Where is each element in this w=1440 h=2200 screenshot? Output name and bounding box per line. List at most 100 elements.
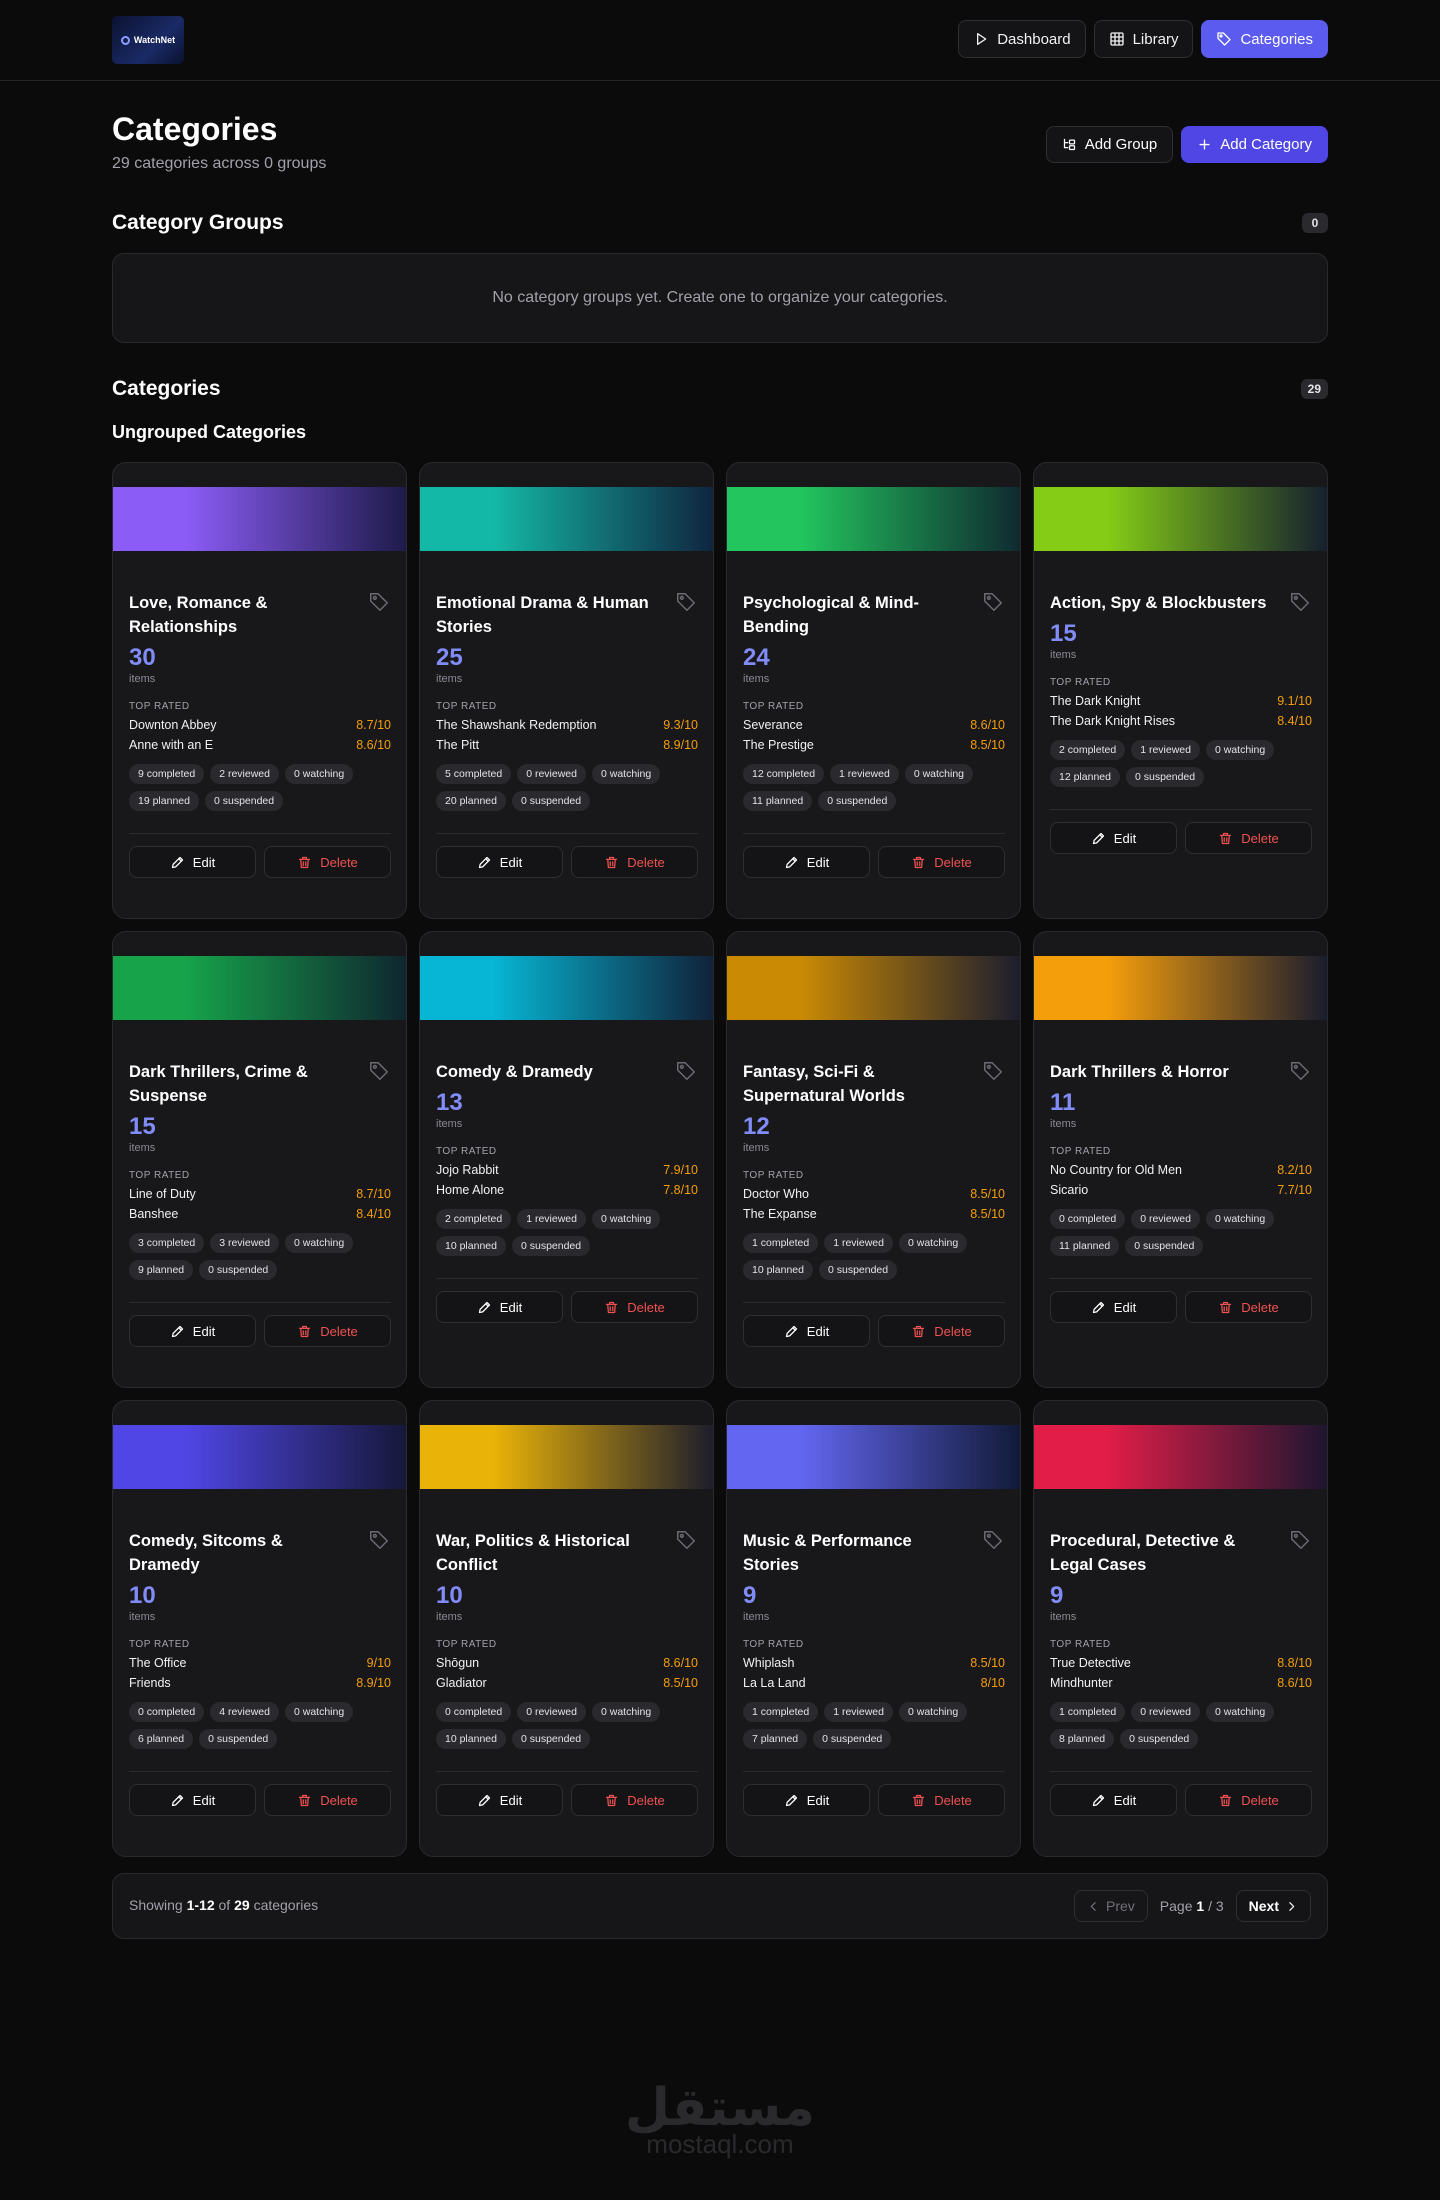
top-rated-row[interactable]: Banshee 8.4/10 <box>129 1207 391 1221</box>
category-groups-header: Category Groups 0 <box>112 211 1328 237</box>
top-rated-row[interactable]: True Detective 8.8/10 <box>1050 1656 1312 1670</box>
edit-category-button[interactable]: Edit <box>129 1315 256 1347</box>
category-item-count: 12 <box>743 1113 770 1140</box>
add-group-button[interactable]: Add Group <box>1045 126 1174 163</box>
top-rated-row[interactable]: The Office 9/10 <box>129 1656 391 1670</box>
edit-label: Edit <box>192 1792 216 1808</box>
status-badge: 0 suspended <box>813 1729 892 1749</box>
top-rated-row[interactable]: Line of Duty 8.7/10 <box>129 1187 391 1201</box>
add-group-label: Add Group <box>1084 136 1158 153</box>
top-rated-row[interactable]: Anne with an E 8.6/10 <box>129 738 391 752</box>
category-card-actions: Edit Delete <box>743 1302 1005 1347</box>
status-badge: 11 planned <box>743 791 813 811</box>
category-tag-icon <box>368 1060 390 1082</box>
next-page-button[interactable]: Next <box>1235 1890 1311 1922</box>
tag-icon <box>984 1062 1002 1080</box>
top-rated-row[interactable]: The Dark Knight 9.1/10 <box>1050 694 1312 708</box>
delete-category-button[interactable]: Delete <box>264 1315 391 1347</box>
nav-library-button[interactable]: Library <box>1093 20 1194 58</box>
top-rated-row[interactable]: Friends 8.9/10 <box>129 1676 391 1690</box>
top-rated-row[interactable]: Sicario 7.7/10 <box>1050 1183 1312 1197</box>
top-rated-row[interactable]: Downton Abbey 8.7/10 <box>129 718 391 732</box>
top-rated-rating: 9.3/10 <box>663 718 698 732</box>
top-rated-row[interactable]: No Country for Old Men 8.2/10 <box>1050 1163 1312 1177</box>
delete-category-button[interactable]: Delete <box>1185 1784 1312 1816</box>
edit-category-button[interactable]: Edit <box>129 846 256 878</box>
top-rated-row[interactable]: Mindhunter 8.6/10 <box>1050 1676 1312 1690</box>
edit-category-button[interactable]: Edit <box>1050 1291 1177 1323</box>
add-category-button[interactable]: Add Category <box>1181 126 1328 163</box>
edit-category-button[interactable]: Edit <box>436 1291 563 1323</box>
delete-category-button[interactable]: Delete <box>878 1784 1005 1816</box>
top-rated-label: TOP RATED <box>129 1639 190 1650</box>
watermark: مستقل mostaql.com <box>0 2080 1440 2158</box>
top-rated-title: The Pitt <box>436 738 480 752</box>
category-tag-icon <box>368 591 390 613</box>
top-rated-row[interactable]: The Shawshank Redemption 9.3/10 <box>436 718 698 732</box>
main-nav: Dashboard Library Categories <box>958 20 1328 58</box>
delete-category-button[interactable]: Delete <box>1185 1291 1312 1323</box>
edit-category-button[interactable]: Edit <box>1050 1784 1177 1816</box>
top-rated-label: TOP RATED <box>743 701 804 712</box>
items-label: items <box>436 673 463 685</box>
nav-categories-button[interactable]: Categories <box>1201 20 1328 58</box>
delete-category-button[interactable]: Delete <box>878 846 1005 878</box>
categories-header: Categories 29 <box>112 377 1328 403</box>
page-subtitle: 29 categories across 0 groups <box>112 155 327 172</box>
trash-icon <box>1220 1794 1232 1806</box>
delete-label: Delete <box>1241 830 1279 846</box>
edit-category-button[interactable]: Edit <box>1050 822 1177 854</box>
status-badges: 2 completed 1 reviewed 0 watching 12 planne… <box>1050 740 1312 787</box>
category-card-body: Psychological & Mind-Bending 24 items TOP R… <box>743 591 1005 878</box>
top-rated-rating: 8.7/10 <box>356 718 391 732</box>
top-rated-row[interactable]: La La Land 8/10 <box>743 1676 1005 1690</box>
edit-category-button[interactable]: Edit <box>743 1784 870 1816</box>
top-rated-row[interactable]: Whiplash 8.5/10 <box>743 1656 1005 1670</box>
edit-category-button[interactable]: Edit <box>129 1784 256 1816</box>
top-rated-rating: 8.4/10 <box>1277 714 1312 728</box>
category-item-count: 11 <box>1050 1089 1076 1116</box>
tag-icon <box>1291 1062 1309 1080</box>
top-rated-row[interactable]: Severance 8.6/10 <box>743 718 1005 732</box>
category-tag-icon <box>1289 1060 1311 1082</box>
edit-category-button[interactable]: Edit <box>743 1315 870 1347</box>
top-rated-title: Severance <box>743 718 803 732</box>
delete-category-button[interactable]: Delete <box>571 1291 698 1323</box>
delete-category-button[interactable]: Delete <box>1185 822 1312 854</box>
delete-category-button[interactable]: Delete <box>264 846 391 878</box>
category-card-body: Procedural, Detective & Legal Cases 9 item… <box>1050 1529 1312 1816</box>
status-badge: 0 completed <box>1050 1209 1126 1229</box>
delete-label: Delete <box>934 1323 972 1339</box>
delete-category-button[interactable]: Delete <box>571 846 698 878</box>
status-badge: 0 reviewed <box>517 764 586 784</box>
top-rated-row[interactable]: Gladiator 8.5/10 <box>436 1676 698 1690</box>
top-rated-row[interactable]: Shōgun 8.6/10 <box>436 1656 698 1670</box>
delete-category-button[interactable]: Delete <box>264 1784 391 1816</box>
tag-icon <box>370 1062 388 1080</box>
items-label: items <box>1050 1611 1077 1623</box>
category-card-body: Comedy & Dramedy 13 items TOP RATED Jojo Rab… <box>436 1060 698 1323</box>
top-rated-row[interactable]: The Dark Knight Rises 8.4/10 <box>1050 714 1312 728</box>
delete-category-button[interactable]: Delete <box>571 1784 698 1816</box>
delete-category-button[interactable]: Delete <box>878 1315 1005 1347</box>
app-logo[interactable]: WatchNet <box>112 16 184 64</box>
top-rated-rating: 7.8/10 <box>663 1183 698 1197</box>
category-card-actions: Edit Delete <box>129 1771 391 1816</box>
top-rated-row[interactable]: Doctor Who 8.5/10 <box>743 1187 1005 1201</box>
nav-dashboard-button[interactable]: Dashboard <box>958 20 1086 58</box>
top-rated-row[interactable]: The Pitt 8.9/10 <box>436 738 698 752</box>
top-rated-row[interactable]: The Prestige 8.5/10 <box>743 738 1005 752</box>
items-label: items <box>1050 649 1077 661</box>
top-rated-rating: 8.6/10 <box>970 718 1005 732</box>
edit-category-button[interactable]: Edit <box>436 846 563 878</box>
status-badge: 0 suspended <box>511 1236 591 1256</box>
prev-page-button[interactable]: Prev <box>1073 1890 1148 1922</box>
tag-icon <box>677 593 695 611</box>
edit-category-button[interactable]: Edit <box>436 1784 563 1816</box>
top-rated-row[interactable]: The Expanse 8.5/10 <box>743 1207 1005 1221</box>
top-rated-row[interactable]: Jojo Rabbit 7.9/10 <box>436 1163 698 1177</box>
edit-category-button[interactable]: Edit <box>743 846 870 878</box>
showing-suffix: categories <box>253 1897 319 1913</box>
folder-tree-icon <box>1063 138 1075 151</box>
top-rated-row[interactable]: Home Alone 7.8/10 <box>436 1183 698 1197</box>
